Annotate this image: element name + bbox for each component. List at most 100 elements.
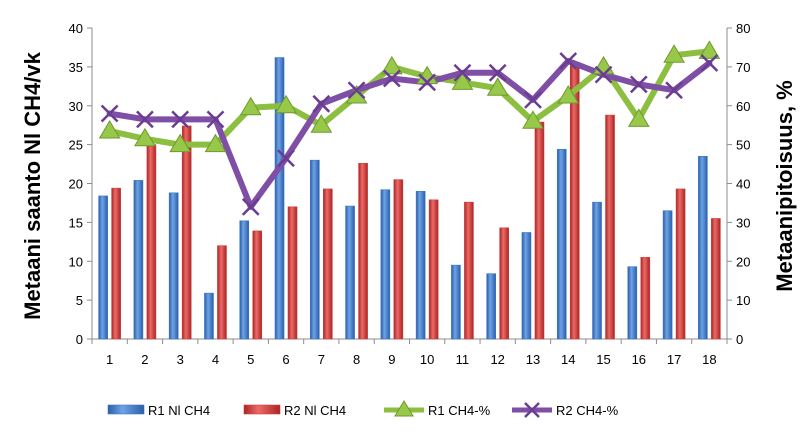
- line-r2: [106, 58, 713, 210]
- marker-r2-x: [418, 73, 437, 92]
- marker-r1-triangle: [98, 120, 121, 139]
- marker-r1-triangle: [310, 114, 333, 133]
- marker-r1-triangle: [557, 85, 580, 104]
- bar-r1: [380, 189, 391, 340]
- marker-r2-x: [559, 52, 578, 70]
- x-tick-label: 15: [596, 352, 610, 367]
- bar-r2: [569, 61, 580, 340]
- bar-r1: [98, 195, 108, 340]
- y-tick-label: 25: [69, 138, 83, 153]
- x-tick-label: 4: [212, 352, 219, 367]
- bar-r1: [486, 273, 496, 340]
- y2-tick-label: 50: [736, 138, 750, 153]
- bar-r1: [592, 201, 602, 340]
- x-tick-label: 1: [106, 352, 113, 367]
- line-r1: [106, 48, 713, 148]
- y-tick-label: 5: [76, 293, 83, 308]
- bar-r1: [310, 159, 320, 340]
- x-tick-label: 8: [353, 352, 360, 367]
- marker-r1-triangle: [522, 110, 544, 129]
- marker-r2-x: [100, 104, 119, 123]
- bar-r2: [111, 187, 121, 340]
- marker-r1-triangle: [486, 77, 509, 96]
- marker-r2-x: [347, 81, 366, 100]
- bar-r2: [181, 125, 192, 340]
- legend-swatch: [243, 404, 281, 415]
- bar-r2: [358, 162, 368, 340]
- y2-tick-label: 0: [736, 332, 743, 347]
- legend-swatch: [107, 404, 145, 415]
- x-tick-label: 5: [247, 352, 254, 367]
- y2-tick-label: 30: [736, 215, 750, 230]
- marker-r1-triangle: [239, 96, 262, 116]
- marker-r2-x: [524, 91, 542, 109]
- marker-r2-x: [700, 54, 719, 72]
- bar-r1: [521, 232, 532, 340]
- legend-label: R1 Nl CH4: [148, 403, 210, 418]
- x-tick-label: 6: [282, 352, 289, 367]
- y-tick-label: 30: [69, 99, 83, 114]
- bar-r1: [168, 192, 179, 340]
- legend: R1 Nl CH4 R2 Nl CH4 R1 CH4-% R2 CH4-%: [107, 400, 619, 418]
- marker-r2-x: [136, 110, 154, 129]
- x-tick-label: 17: [667, 352, 681, 367]
- bar-r2: [217, 245, 227, 340]
- y2-tick-label: 60: [736, 99, 750, 114]
- marker-r2-x: [206, 110, 225, 129]
- bar-r1: [627, 266, 638, 340]
- y2-tick-label: 20: [736, 254, 750, 269]
- x-tick-label: 9: [388, 352, 395, 367]
- bar-r1: [345, 205, 355, 340]
- x-tick-label: 16: [632, 352, 646, 367]
- marker-r1-triangle: [698, 40, 721, 59]
- bar-r2: [675, 188, 686, 340]
- legend-marker: [524, 402, 540, 418]
- bar-r2: [393, 179, 404, 340]
- legend-label: R2 CH4-%: [556, 403, 619, 418]
- x-tick-label: 12: [490, 352, 504, 367]
- bar-r1: [239, 220, 250, 340]
- bar-r2: [534, 121, 545, 340]
- marker-r1-triangle: [169, 133, 192, 153]
- y2-tick-label: 10: [736, 293, 750, 308]
- y-tick-label: 10: [69, 254, 83, 269]
- bar-r2: [252, 230, 263, 340]
- marker-r2-x: [453, 63, 472, 82]
- y-tick-label: 0: [76, 332, 83, 347]
- bar-r1: [133, 180, 144, 340]
- bar-r1: [415, 190, 426, 340]
- x-tick-label: 7: [318, 352, 325, 367]
- x-tick-label: 3: [177, 352, 184, 367]
- y-tick-label: 40: [69, 21, 83, 36]
- marker-r2-x: [241, 197, 260, 216]
- x-tick-label: 10: [420, 352, 434, 367]
- y2-tick-label: 80: [736, 21, 750, 36]
- marker-r2-x: [488, 63, 507, 82]
- bar-r1: [451, 264, 461, 340]
- x-tick-label: 14: [561, 352, 575, 367]
- marker-r2-x: [594, 65, 613, 84]
- bar-r1: [662, 210, 673, 340]
- bar-r2: [146, 144, 157, 340]
- marker-r1-triangle: [627, 108, 650, 127]
- bar-r2: [323, 188, 333, 340]
- bar-r2: [640, 257, 651, 340]
- legend-label: R1 CH4-%: [428, 403, 491, 418]
- bar-r2: [287, 206, 298, 340]
- marker-r1-triangle: [451, 71, 474, 90]
- marker-r2-x: [312, 94, 331, 113]
- marker-r1-triangle: [204, 133, 227, 153]
- marker-r2-x: [171, 110, 190, 129]
- bar-r2: [428, 199, 439, 340]
- marker-r1-triangle: [134, 127, 156, 147]
- legend-marker: [394, 400, 414, 417]
- y2-tick-label: 40: [736, 177, 750, 192]
- y-tick-label: 15: [69, 215, 83, 230]
- marker-r1-triangle: [663, 44, 685, 63]
- marker-r1-triangle: [380, 55, 403, 75]
- marker-r1-triangle: [592, 55, 615, 75]
- bar-r2: [605, 114, 615, 340]
